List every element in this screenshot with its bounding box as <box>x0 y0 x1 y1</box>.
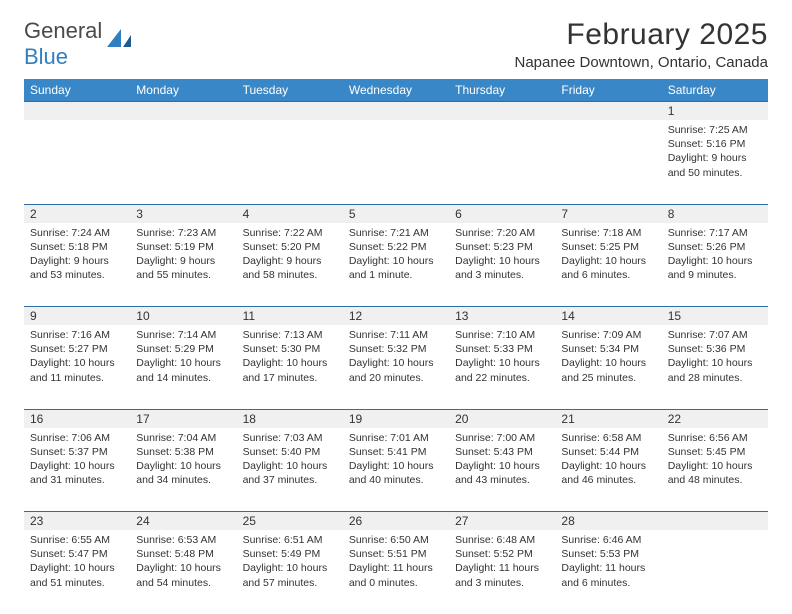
day-number: 19 <box>343 410 449 428</box>
detail-row: Sunrise: 7:24 AMSunset: 5:18 PMDaylight:… <box>24 223 768 307</box>
daynum-row: 232425262728 <box>24 512 768 531</box>
day-number: 7 <box>555 205 661 223</box>
calendar-table: SundayMondayTuesdayWednesdayThursdayFrid… <box>24 79 768 614</box>
day-detail: Sunrise: 7:23 AMSunset: 5:19 PMDaylight:… <box>130 223 236 289</box>
daynum-row: 16171819202122 <box>24 409 768 428</box>
day-detail: Sunrise: 6:53 AMSunset: 5:48 PMDaylight:… <box>130 530 236 596</box>
day-number: 8 <box>662 205 768 223</box>
day-number: 1 <box>662 102 768 120</box>
day-detail: Sunrise: 7:24 AMSunset: 5:18 PMDaylight:… <box>24 223 130 289</box>
day-number: 3 <box>130 205 236 223</box>
empty-cell <box>343 102 449 121</box>
detail-row: Sunrise: 7:25 AMSunset: 5:16 PMDaylight:… <box>24 120 768 204</box>
day-detail: Sunrise: 6:56 AMSunset: 5:45 PMDaylight:… <box>662 428 768 494</box>
day-detail: Sunrise: 6:55 AMSunset: 5:47 PMDaylight:… <box>24 530 130 596</box>
logo-sail-icon <box>107 29 133 56</box>
detail-row: Sunrise: 7:16 AMSunset: 5:27 PMDaylight:… <box>24 325 768 409</box>
detail-row: Sunrise: 7:06 AMSunset: 5:37 PMDaylight:… <box>24 428 768 512</box>
empty-cell <box>24 102 130 121</box>
day-detail: Sunrise: 7:09 AMSunset: 5:34 PMDaylight:… <box>555 325 661 391</box>
day-number: 5 <box>343 205 449 223</box>
empty-cell <box>449 102 555 121</box>
day-detail: Sunrise: 7:17 AMSunset: 5:26 PMDaylight:… <box>662 223 768 289</box>
empty-cell <box>555 102 661 121</box>
day-detail: Sunrise: 7:04 AMSunset: 5:38 PMDaylight:… <box>130 428 236 494</box>
day-detail: Sunrise: 7:03 AMSunset: 5:40 PMDaylight:… <box>237 428 343 494</box>
day-detail: Sunrise: 7:16 AMSunset: 5:27 PMDaylight:… <box>24 325 130 391</box>
day-detail: Sunrise: 6:51 AMSunset: 5:49 PMDaylight:… <box>237 530 343 596</box>
day-number: 16 <box>24 410 130 428</box>
day-detail: Sunrise: 7:00 AMSunset: 5:43 PMDaylight:… <box>449 428 555 494</box>
calendar-body: 1Sunrise: 7:25 AMSunset: 5:16 PMDaylight… <box>24 102 768 614</box>
empty-cell <box>237 120 343 204</box>
empty-cell <box>24 120 130 204</box>
empty-cell <box>555 120 661 204</box>
day-detail: Sunrise: 7:25 AMSunset: 5:16 PMDaylight:… <box>662 120 768 186</box>
weekday-header: Wednesday <box>343 79 449 102</box>
day-detail: Sunrise: 6:58 AMSunset: 5:44 PMDaylight:… <box>555 428 661 494</box>
day-number: 4 <box>237 205 343 223</box>
detail-row: Sunrise: 6:55 AMSunset: 5:47 PMDaylight:… <box>24 530 768 614</box>
day-number: 17 <box>130 410 236 428</box>
daynum-row: 9101112131415 <box>24 307 768 326</box>
logo-text: General Blue <box>24 18 102 70</box>
month-title: February 2025 <box>515 18 769 52</box>
empty-cell <box>130 120 236 204</box>
logo: General Blue <box>24 18 133 70</box>
day-detail: Sunrise: 7:11 AMSunset: 5:32 PMDaylight:… <box>343 325 449 391</box>
day-number: 9 <box>24 307 130 325</box>
location-subtitle: Napanee Downtown, Ontario, Canada <box>515 54 769 71</box>
day-detail: Sunrise: 7:13 AMSunset: 5:30 PMDaylight:… <box>237 325 343 391</box>
day-number: 26 <box>343 512 449 530</box>
day-number: 23 <box>24 512 130 530</box>
day-detail: Sunrise: 7:07 AMSunset: 5:36 PMDaylight:… <box>662 325 768 391</box>
day-number: 14 <box>555 307 661 325</box>
empty-cell <box>130 102 236 121</box>
day-number: 20 <box>449 410 555 428</box>
daynum-row: 2345678 <box>24 204 768 223</box>
empty-cell <box>343 120 449 204</box>
weekday-header: Saturday <box>662 79 768 102</box>
empty-cell <box>662 512 768 531</box>
day-detail: Sunrise: 7:18 AMSunset: 5:25 PMDaylight:… <box>555 223 661 289</box>
day-number: 13 <box>449 307 555 325</box>
day-detail: Sunrise: 6:50 AMSunset: 5:51 PMDaylight:… <box>343 530 449 596</box>
day-number: 11 <box>237 307 343 325</box>
empty-cell <box>449 120 555 204</box>
day-detail: Sunrise: 6:46 AMSunset: 5:53 PMDaylight:… <box>555 530 661 596</box>
day-number: 27 <box>449 512 555 530</box>
day-detail: Sunrise: 7:06 AMSunset: 5:37 PMDaylight:… <box>24 428 130 494</box>
day-number: 2 <box>24 205 130 223</box>
day-detail: Sunrise: 6:48 AMSunset: 5:52 PMDaylight:… <box>449 530 555 596</box>
day-detail: Sunrise: 7:22 AMSunset: 5:20 PMDaylight:… <box>237 223 343 289</box>
day-detail: Sunrise: 7:21 AMSunset: 5:22 PMDaylight:… <box>343 223 449 289</box>
weekday-header: Friday <box>555 79 661 102</box>
day-number: 6 <box>449 205 555 223</box>
day-number: 21 <box>555 410 661 428</box>
day-number: 28 <box>555 512 661 530</box>
page-header: General Blue February 2025 Napanee Downt… <box>24 18 768 71</box>
day-number: 18 <box>237 410 343 428</box>
daynum-row: 1 <box>24 102 768 121</box>
day-number: 10 <box>130 307 236 325</box>
day-detail: Sunrise: 7:14 AMSunset: 5:29 PMDaylight:… <box>130 325 236 391</box>
day-number: 22 <box>662 410 768 428</box>
day-number: 25 <box>237 512 343 530</box>
weekday-header: Monday <box>130 79 236 102</box>
empty-cell <box>237 102 343 121</box>
title-block: February 2025 Napanee Downtown, Ontario,… <box>515 18 769 71</box>
day-number: 24 <box>130 512 236 530</box>
day-number: 15 <box>662 307 768 325</box>
logo-text-general: General <box>24 18 102 43</box>
day-detail: Sunrise: 7:20 AMSunset: 5:23 PMDaylight:… <box>449 223 555 289</box>
weekday-header-row: SundayMondayTuesdayWednesdayThursdayFrid… <box>24 79 768 102</box>
weekday-header: Thursday <box>449 79 555 102</box>
empty-cell <box>662 530 768 614</box>
logo-text-blue: Blue <box>24 44 68 69</box>
day-detail: Sunrise: 7:10 AMSunset: 5:33 PMDaylight:… <box>449 325 555 391</box>
day-number: 12 <box>343 307 449 325</box>
weekday-header: Tuesday <box>237 79 343 102</box>
weekday-header: Sunday <box>24 79 130 102</box>
day-detail: Sunrise: 7:01 AMSunset: 5:41 PMDaylight:… <box>343 428 449 494</box>
